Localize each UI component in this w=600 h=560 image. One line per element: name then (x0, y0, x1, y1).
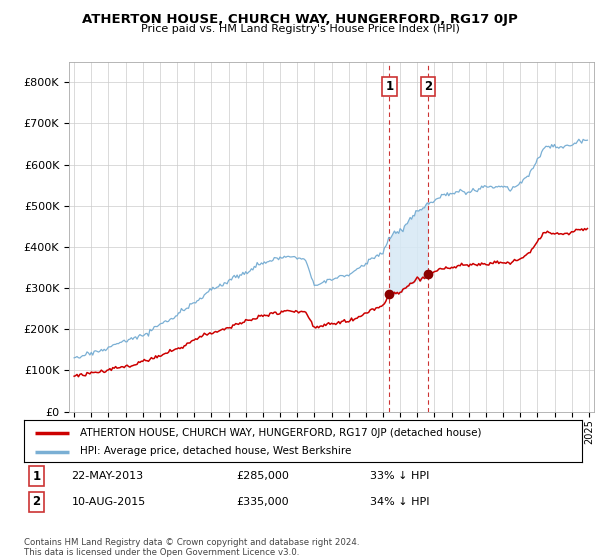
Text: 33% ↓ HPI: 33% ↓ HPI (370, 471, 430, 481)
Text: £335,000: £335,000 (236, 497, 289, 507)
Text: 2: 2 (32, 496, 40, 508)
Text: ATHERTON HOUSE, CHURCH WAY, HUNGERFORD, RG17 0JP: ATHERTON HOUSE, CHURCH WAY, HUNGERFORD, … (82, 13, 518, 26)
Text: Price paid vs. HM Land Registry's House Price Index (HPI): Price paid vs. HM Land Registry's House … (140, 24, 460, 34)
Text: 1: 1 (32, 470, 40, 483)
Text: 2: 2 (424, 80, 432, 93)
Text: £285,000: £285,000 (236, 471, 289, 481)
Text: 10-AUG-2015: 10-AUG-2015 (71, 497, 146, 507)
Text: ATHERTON HOUSE, CHURCH WAY, HUNGERFORD, RG17 0JP (detached house): ATHERTON HOUSE, CHURCH WAY, HUNGERFORD, … (80, 428, 481, 437)
Text: HPI: Average price, detached house, West Berkshire: HPI: Average price, detached house, West… (80, 446, 351, 456)
Text: 34% ↓ HPI: 34% ↓ HPI (370, 497, 430, 507)
Text: 22-MAY-2013: 22-MAY-2013 (71, 471, 143, 481)
Text: Contains HM Land Registry data © Crown copyright and database right 2024.
This d: Contains HM Land Registry data © Crown c… (24, 538, 359, 557)
Text: 1: 1 (385, 80, 394, 93)
